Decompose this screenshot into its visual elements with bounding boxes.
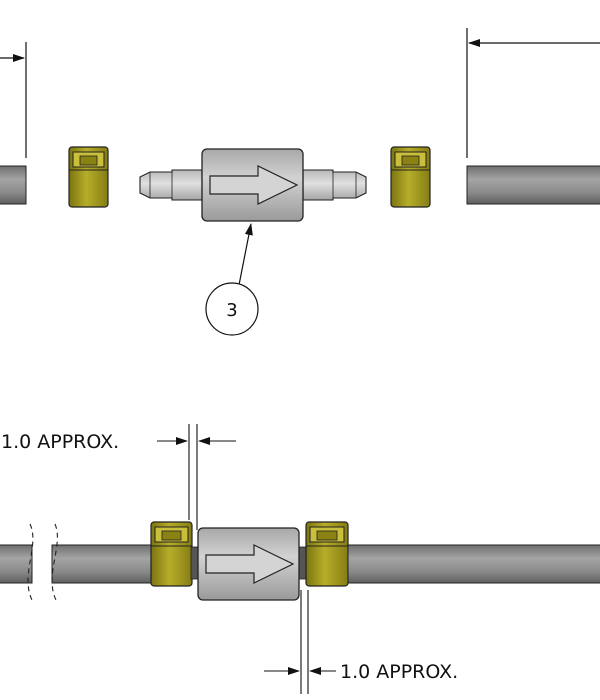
tube-assembled-left xyxy=(51,544,157,584)
tube-assembled-left-stub xyxy=(0,544,33,584)
item-balloon: 3 xyxy=(205,223,259,336)
dimension-label-top: 1.0 APPROX. xyxy=(1,431,119,453)
assembled-view: 1.0 APPROX. xyxy=(0,424,600,694)
balloon-number: 3 xyxy=(226,300,237,321)
flow-arrow-icon-assembled xyxy=(205,544,295,584)
clamp-left xyxy=(68,146,109,208)
dimension-label-bottom: 1.0 APPROX. xyxy=(340,661,458,683)
barb-right xyxy=(302,169,367,201)
exploded-view: 3 xyxy=(0,28,600,336)
clamp-right xyxy=(390,146,431,208)
tube-left xyxy=(0,165,27,205)
check-valve-exploded xyxy=(139,148,367,222)
break-lines-icon xyxy=(27,523,58,601)
check-valve-assembled xyxy=(190,527,308,601)
clamp-assembled-left xyxy=(150,521,193,587)
dimension-gap-top: 1.0 APPROX. xyxy=(1,424,236,530)
tube-right xyxy=(466,165,600,205)
clamp-assembled-right xyxy=(305,521,349,587)
barb-left xyxy=(139,169,203,201)
dimension-top-left xyxy=(0,42,27,158)
dimension-top-right xyxy=(466,28,600,158)
dimension-gap-bottom: 1.0 APPROX. xyxy=(264,590,458,694)
flow-arrow-icon xyxy=(209,165,299,205)
tube-assembled-right xyxy=(347,544,600,584)
